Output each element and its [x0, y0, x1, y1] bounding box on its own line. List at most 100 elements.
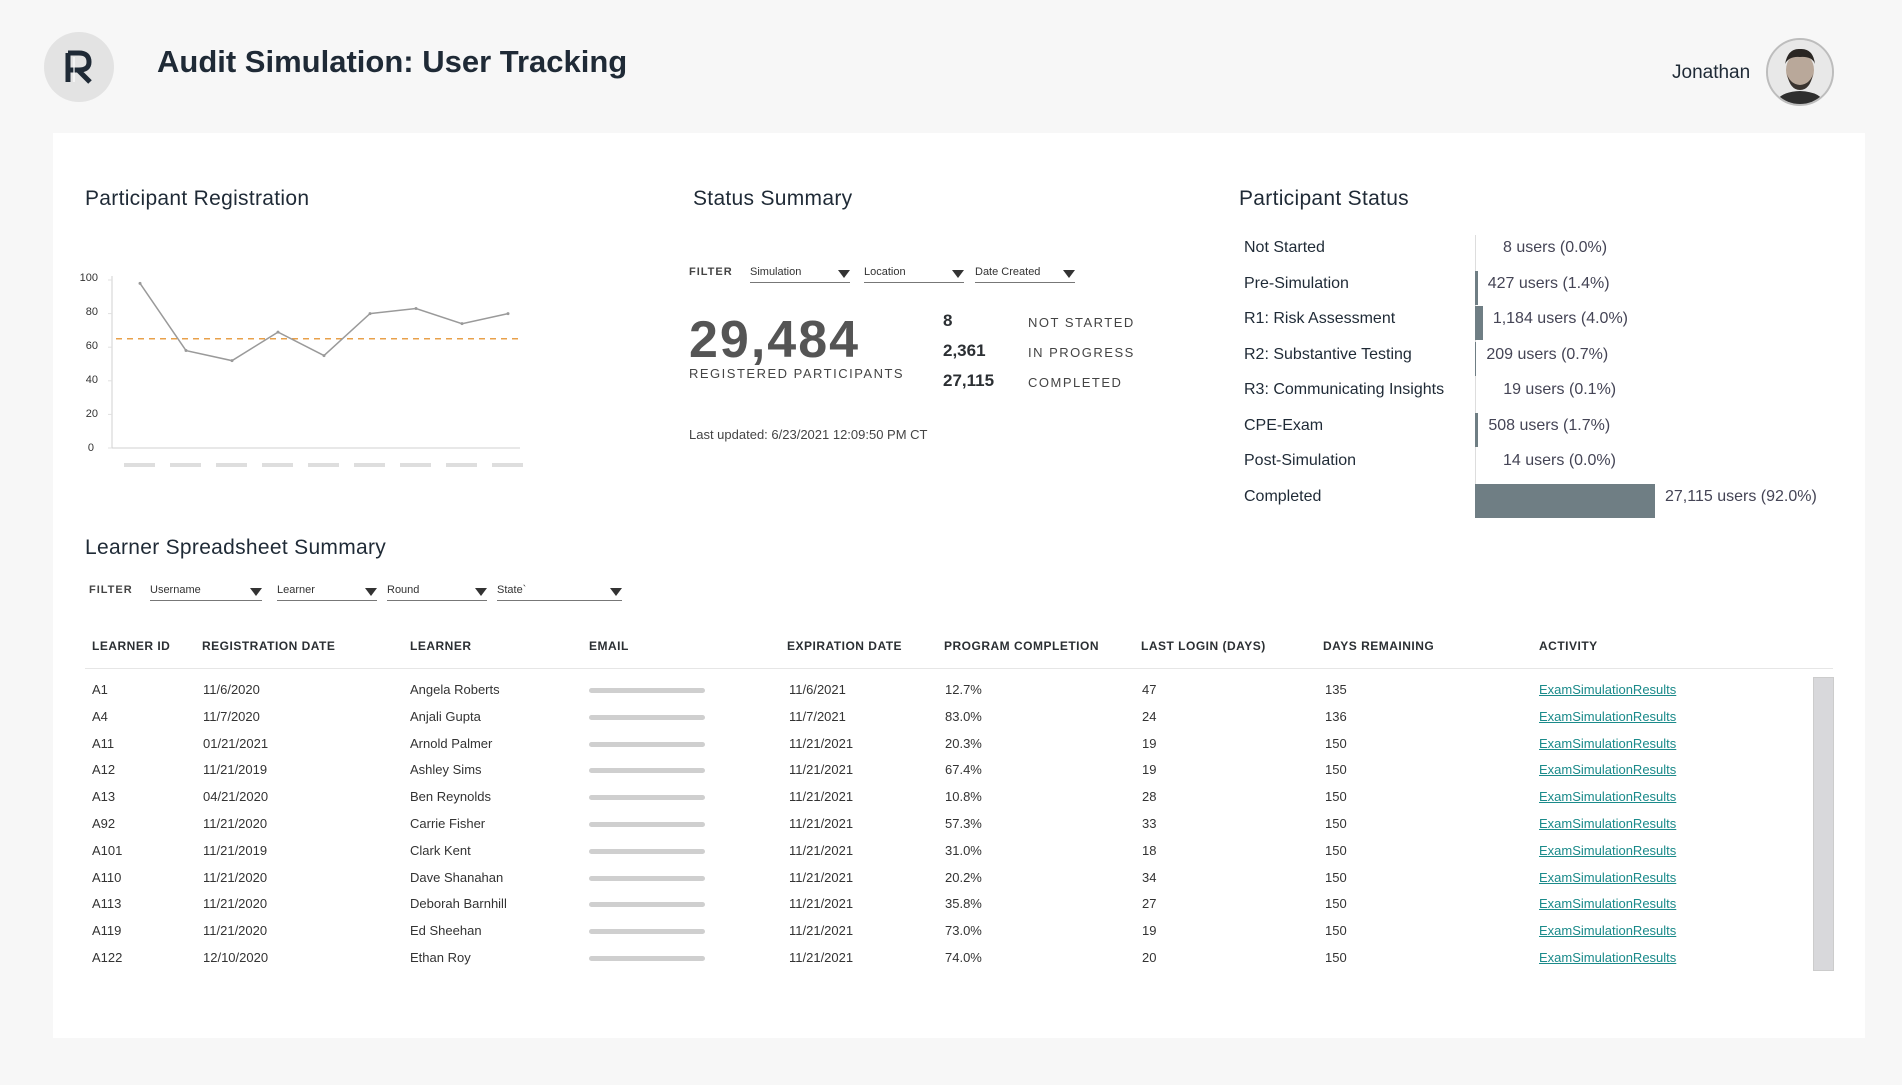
- registration-line-chart: [108, 276, 523, 467]
- avatar[interactable]: [1766, 38, 1834, 106]
- cell-learner-id: A110: [92, 869, 122, 885]
- completed-count: 27,115: [943, 371, 995, 390]
- dropdown-label: Date Created: [975, 266, 1041, 278]
- status-bar: [1475, 413, 1479, 447]
- not-started-label: NOT STARTED: [1028, 315, 1135, 330]
- cell-learner: Arnold Palmer: [410, 735, 493, 751]
- logo[interactable]: [44, 32, 114, 102]
- table-row[interactable]: A110 11/21/2020 Dave Shanahan 11/21/2021 20.…: [0, 870, 1902, 896]
- simulation-filter-dropdown[interactable]: Simulation: [750, 266, 850, 283]
- table-row[interactable]: A113 11/21/2020 Deborah Barnhill 11/21/2021…: [0, 896, 1902, 922]
- activity-link[interactable]: ExamSimulationResults: [1539, 896, 1677, 912]
- cell-registration-date: 11/21/2020: [203, 923, 268, 939]
- location-filter-dropdown[interactable]: Location: [864, 266, 964, 283]
- data-point: [138, 281, 142, 285]
- table-row[interactable]: A11 01/21/2021 Arnold Palmer 11/21/2021 20.3…: [0, 736, 1902, 762]
- username-filter-dropdown[interactable]: Username: [150, 584, 262, 601]
- status-row: Pre-Simulation 427 users (1.4%): [1244, 271, 1844, 305]
- activity-link[interactable]: ExamSimulationResults: [1539, 735, 1677, 751]
- cell-program-completion: 20.3%: [945, 735, 982, 751]
- cell-learner: Anjali Gupta: [410, 708, 481, 724]
- chevron-down-icon: [1063, 270, 1075, 278]
- page-title: Audit Simulation: User Tracking: [157, 44, 628, 79]
- registration-title: Participant Registration: [85, 187, 310, 210]
- dropdown-label: Round: [387, 584, 420, 596]
- email-redacted-bar: [589, 795, 705, 801]
- cell-days-remaining: 150: [1325, 842, 1347, 858]
- date-created-filter-dropdown[interactable]: Date Created: [975, 266, 1075, 283]
- cell-learner: Dave Shanahan: [410, 869, 504, 885]
- cell-days-remaining: 150: [1325, 762, 1347, 778]
- status-value: 1,184 users (4.0%): [1492, 310, 1628, 327]
- table-row[interactable]: A92 11/21/2020 Carrie Fisher 11/21/2021 57.3…: [0, 816, 1902, 842]
- cell-program-completion: 20.2%: [945, 869, 982, 885]
- activity-link[interactable]: ExamSimulationResults: [1539, 762, 1677, 778]
- cell-learner: Ethan Roy: [410, 950, 471, 965]
- activity-link[interactable]: ExamSimulationResults: [1539, 869, 1677, 885]
- activity-link[interactable]: ExamSimulationResults: [1539, 842, 1677, 858]
- x-tick-label-placeholder: [124, 463, 155, 467]
- status-bar: [1475, 484, 1655, 518]
- column-header-expiration-date[interactable]: EXPIRATION DATE: [787, 639, 903, 653]
- activity-link[interactable]: ExamSimulationResults: [1539, 950, 1677, 965]
- table-row[interactable]: A122 12/10/2020 Ethan Roy 11/21/2021 74.0% 20…: [0, 950, 1902, 976]
- y-tick-label: 40: [85, 374, 98, 386]
- cell-days-remaining: 150: [1325, 869, 1347, 885]
- learner-spreadsheet-title: Learner Spreadsheet Summary: [85, 536, 387, 559]
- table-row[interactable]: A101 11/21/2019 Clark Kent 11/21/2021 31.0% 1…: [0, 843, 1902, 869]
- column-header-days-remaining[interactable]: DAYS REMAINING: [1323, 639, 1435, 653]
- x-tick-label-placeholder: [446, 463, 477, 467]
- email-redacted-bar: [589, 848, 705, 854]
- table-row[interactable]: A119 11/21/2020 Ed Sheehan 11/21/2021 73.0% 1…: [0, 923, 1902, 949]
- state-filter-dropdown[interactable]: State`: [497, 584, 622, 601]
- participant-status-title: Participant Status: [1239, 187, 1409, 210]
- cell-program-completion: 73.0%: [945, 923, 982, 939]
- cell-learner-id: A11: [92, 735, 115, 751]
- series-line: [139, 282, 509, 362]
- column-header-last-login[interactable]: LAST LOGIN (DAYS): [1141, 639, 1266, 653]
- activity-link[interactable]: ExamSimulationResults: [1539, 682, 1677, 697]
- activity-link[interactable]: ExamSimulationResults: [1539, 789, 1677, 805]
- x-tick-label-placeholder: [308, 463, 339, 467]
- cell-program-completion: 57.3%: [945, 816, 982, 831]
- column-header-activity[interactable]: ACTIVITY: [1539, 639, 1598, 653]
- activity-link[interactable]: ExamSimulationResults: [1539, 816, 1677, 831]
- cell-expiration-date: 11/21/2021: [789, 762, 854, 778]
- table-row[interactable]: A12 11/21/2019 Ashley Sims 11/21/2021 67.4% 1…: [0, 762, 1902, 788]
- cell-expiration-date: 11/21/2021: [789, 735, 854, 751]
- cell-registration-date: 11/21/2020: [203, 896, 268, 912]
- table-row[interactable]: A4 11/7/2020 Anjali Gupta 11/7/2021 83.0% 24 1…: [0, 709, 1902, 735]
- column-header-email[interactable]: EMAIL: [589, 639, 629, 653]
- activity-link[interactable]: ExamSimulationResults: [1539, 708, 1677, 724]
- status-name: R2: Substantive Testing: [1244, 346, 1412, 363]
- cell-expiration-date: 11/21/2021: [789, 896, 854, 912]
- user-name[interactable]: Jonathan: [1672, 62, 1751, 83]
- chevron-down-icon: [475, 588, 487, 596]
- table-row[interactable]: A13 04/21/2020 Ben Reynolds 11/21/2021 10.8%…: [0, 789, 1902, 815]
- cell-learner: Clark Kent: [410, 842, 471, 858]
- cell-last-login: 33: [1142, 816, 1157, 831]
- cell-learner-id: A12: [92, 762, 116, 778]
- table-scrollbar[interactable]: [1813, 677, 1834, 971]
- email-redacted-bar: [589, 768, 705, 774]
- cell-days-remaining: 150: [1325, 735, 1347, 751]
- email-redacted-bar: [589, 875, 705, 881]
- column-header-learner-id[interactable]: LEARNER ID: [92, 639, 171, 653]
- email-redacted-bar: [589, 929, 705, 935]
- round-filter-dropdown[interactable]: Round: [387, 584, 487, 601]
- in-progress-count: 2,361: [943, 341, 986, 360]
- table-row[interactable]: A1 11/6/2020 Angela Roberts 11/6/2021 12.7% 4…: [0, 682, 1902, 708]
- cell-days-remaining: 150: [1325, 896, 1347, 912]
- cell-registration-date: 11/21/2020: [203, 869, 268, 885]
- column-header-learner[interactable]: LEARNER: [410, 639, 472, 653]
- data-point: [230, 359, 234, 363]
- column-header-registration-date[interactable]: REGISTRATION DATE: [202, 639, 336, 653]
- x-tick-label-placeholder: [354, 463, 385, 467]
- activity-link[interactable]: ExamSimulationResults: [1539, 923, 1677, 939]
- status-name: R3: Communicating Insights: [1244, 381, 1445, 398]
- column-header-program-completion[interactable]: PROGRAM COMPLETION: [944, 639, 1099, 653]
- learner-filter-dropdown[interactable]: Learner: [277, 584, 377, 601]
- cell-expiration-date: 11/21/2021: [789, 923, 854, 939]
- cell-learner-id: A13: [92, 789, 116, 805]
- dashboard-card: [53, 133, 1865, 1038]
